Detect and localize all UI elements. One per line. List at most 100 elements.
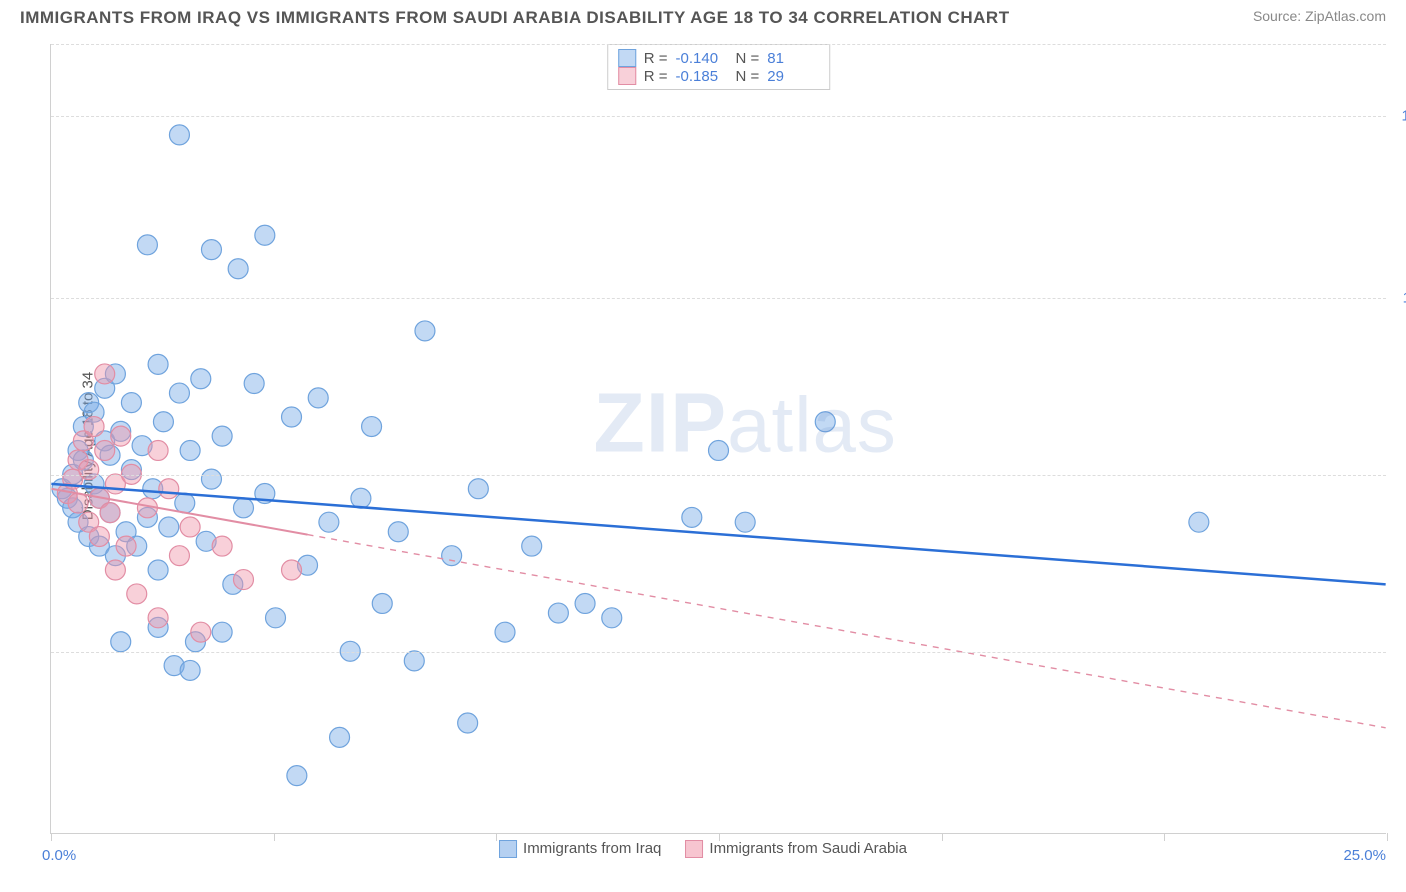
x-max-label: 25.0% [1343,847,1386,864]
legend-item-iraq: Immigrants from Iraq [499,840,661,858]
scatter-point [95,440,115,460]
scatter-point [735,512,755,532]
legend-label: Immigrants from Iraq [523,840,661,857]
scatter-point [148,440,168,460]
scatter-point [602,608,622,628]
correlation-legend: R = -0.140 N = 81 R = -0.185 N = 29 [607,44,831,90]
scatter-point [282,407,302,427]
chart-plot-area: R = -0.140 N = 81 R = -0.185 N = 29 ZIPa… [50,44,1386,834]
x-tick [1164,833,1165,841]
gridline [51,116,1386,117]
scatter-point [330,727,350,747]
legend-swatch-iraq [618,49,636,67]
y-tick-label: 11.2% [1403,289,1406,306]
scatter-point [351,488,371,508]
gridline [51,475,1386,476]
scatter-point [522,536,542,556]
scatter-point [212,426,232,446]
scatter-point [127,584,147,604]
scatter-point [159,517,179,537]
scatter-point [308,388,328,408]
scatter-point [89,527,109,547]
scatter-point [287,766,307,786]
stat-label-n: N = [736,68,760,85]
scatter-point [548,603,568,623]
scatter-point [233,570,253,590]
scatter-point [404,651,424,671]
scatter-point [815,412,835,432]
scatter-point [68,493,88,513]
scatter-point [180,440,200,460]
scatter-point [682,507,702,527]
scatter-point [111,426,131,446]
legend-item-saudi: Immigrants from Saudi Arabia [685,840,907,858]
series-legend: Immigrants from Iraq Immigrants from Sau… [499,840,907,858]
scatter-point [116,536,136,556]
scatter-point [148,354,168,374]
x-tick [274,833,275,841]
scatter-point [212,622,232,642]
gridline [51,298,1386,299]
scatter-point [100,503,120,523]
scatter-point [319,512,339,532]
stat-label-n: N = [736,50,760,67]
stat-label-r: R = [644,68,668,85]
x-tick [51,833,52,841]
legend-swatch-saudi [618,67,636,85]
scatter-point [84,417,104,437]
scatter-point [148,560,168,580]
stat-label-r: R = [644,50,668,67]
scatter-point [153,412,173,432]
scatter-point [442,546,462,566]
stat-r-saudi: -0.185 [676,68,728,85]
scatter-point [169,546,189,566]
scatter-point [244,374,264,394]
legend-swatch-icon [685,840,703,858]
stat-n-iraq: 81 [767,50,819,67]
scatter-point [137,235,157,255]
scatter-point [709,440,729,460]
scatter-point [175,493,195,513]
scatter-point [169,383,189,403]
x-origin-label: 0.0% [42,847,76,864]
gridline [51,44,1386,45]
legend-label: Immigrants from Saudi Arabia [709,840,907,857]
scatter-point [180,660,200,680]
scatter-point [468,479,488,499]
scatter-point [105,560,125,580]
scatter-point [121,393,141,413]
scatter-point [1189,512,1209,532]
scatter-point [159,479,179,499]
x-tick [496,833,497,841]
scatter-point [169,125,189,145]
scatter-point [180,517,200,537]
scatter-point [212,536,232,556]
scatter-point [79,460,99,480]
trend-line [51,484,1385,584]
scatter-point [495,622,515,642]
scatter-point [111,632,131,652]
trend-line-extrapolated [308,535,1386,728]
scatter-point [148,608,168,628]
scatter-point [372,593,392,613]
chart-title: IMMIGRANTS FROM IRAQ VS IMMIGRANTS FROM … [20,8,1010,28]
scatter-point [95,364,115,384]
scatter-point [575,593,595,613]
scatter-point [201,240,221,260]
x-tick [942,833,943,841]
scatter-point [282,560,302,580]
scatter-point [415,321,435,341]
scatter-svg [51,44,1386,833]
scatter-point [458,713,478,733]
y-tick-label: 15.0% [1401,107,1406,124]
scatter-point [362,417,382,437]
scatter-point [233,498,253,518]
scatter-point [266,608,286,628]
scatter-point [255,225,275,245]
gridline [51,652,1386,653]
x-tick [1387,833,1388,841]
stat-n-saudi: 29 [767,68,819,85]
scatter-point [388,522,408,542]
stat-r-iraq: -0.140 [676,50,728,67]
legend-swatch-icon [499,840,517,858]
